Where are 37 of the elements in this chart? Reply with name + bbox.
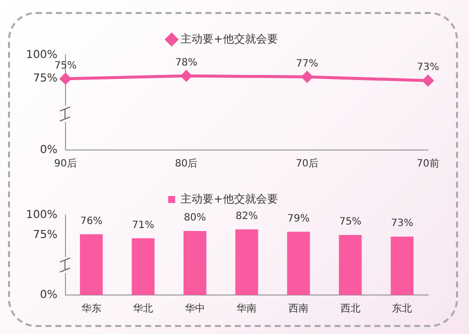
y-tick-label: 0% bbox=[40, 288, 58, 301]
data-label: 75% bbox=[339, 216, 362, 228]
y-tick-label: 75% bbox=[32, 228, 58, 241]
bar bbox=[390, 236, 414, 295]
bar bbox=[184, 231, 206, 295]
x-tick-label: 70前 bbox=[416, 158, 440, 170]
y-tick-label: 75% bbox=[32, 72, 58, 85]
x-tick-label: 华北 bbox=[133, 302, 154, 315]
x-tick-label: 东北 bbox=[392, 302, 412, 315]
x-tick-label: 华南 bbox=[236, 302, 257, 315]
bar bbox=[235, 229, 258, 295]
data-label: 73% bbox=[416, 62, 440, 74]
bar bbox=[80, 234, 103, 295]
data-label: 78% bbox=[175, 57, 198, 68]
data-label: 76% bbox=[80, 216, 102, 227]
x-tick-label: 80后 bbox=[174, 158, 198, 170]
bar bbox=[338, 235, 362, 295]
data-label: 79% bbox=[287, 213, 310, 224]
data-label: 73% bbox=[390, 218, 414, 230]
x-tick-label: 70后 bbox=[296, 158, 319, 170]
x-tick-label: 西北 bbox=[340, 302, 360, 315]
x-tick-label: 华中 bbox=[184, 302, 205, 315]
data-label: 71% bbox=[132, 220, 154, 231]
data-label: 80% bbox=[184, 212, 206, 224]
bar bbox=[132, 238, 155, 295]
bar bbox=[287, 232, 310, 295]
data-label: 75% bbox=[54, 60, 77, 72]
data-label: 77% bbox=[296, 58, 318, 70]
y-tick-label: 100% bbox=[26, 208, 58, 221]
x-tick-label: 西南 bbox=[288, 302, 309, 315]
legend-label: 主动要+他交就会要 bbox=[180, 32, 278, 46]
x-tick-label: 华东 bbox=[81, 302, 102, 315]
legend-label: 主动要+他交就会要 bbox=[180, 192, 278, 206]
x-tick-label: 90后 bbox=[54, 158, 77, 170]
y-tick-label: 0% bbox=[40, 142, 58, 156]
data-label: 82% bbox=[236, 210, 258, 222]
y-tick-label: 100% bbox=[26, 48, 58, 61]
